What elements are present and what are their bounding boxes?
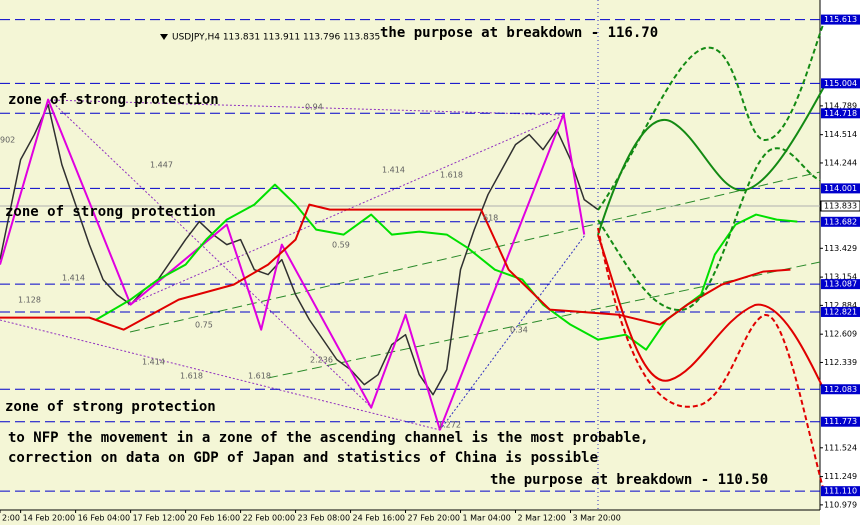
plot bbox=[0, 19, 823, 513]
x-tick-label: 27 Feb 20:00 bbox=[408, 514, 460, 523]
fib-label: 0.59 bbox=[332, 241, 350, 250]
level-label: 114.001 bbox=[824, 184, 857, 193]
level-label-box bbox=[821, 279, 860, 290]
level-label: 115.613 bbox=[824, 15, 857, 24]
level-label: 111.110 bbox=[824, 487, 857, 496]
fib-label: 1.618 bbox=[180, 372, 203, 381]
fib-line bbox=[127, 114, 566, 306]
symbol-marker bbox=[160, 34, 168, 40]
fib-label: 1.272 bbox=[438, 421, 461, 430]
forecast-curve bbox=[597, 147, 821, 312]
fib-label: 1.414 bbox=[142, 358, 165, 367]
fib-line bbox=[439, 234, 586, 431]
level-label: 113.682 bbox=[824, 217, 857, 226]
level-label: 112.083 bbox=[824, 385, 857, 394]
series-line bbox=[0, 103, 599, 396]
channel-line bbox=[129, 171, 821, 333]
last-price-box bbox=[820, 200, 860, 212]
fib-label: 1.128 bbox=[18, 296, 41, 305]
fib-label: 902 bbox=[0, 136, 15, 145]
y-tick-label: 114.514 bbox=[824, 130, 857, 139]
x-tick-label: 24 Feb 16:00 bbox=[353, 514, 405, 523]
series-line bbox=[95, 183, 798, 351]
annotation: zone of strong protection bbox=[5, 399, 216, 415]
level-label-box bbox=[821, 14, 860, 25]
last-price-label: 113.833 bbox=[824, 201, 857, 210]
series-line bbox=[0, 203, 791, 331]
fib-label: 1.618 bbox=[440, 171, 463, 180]
y-tick-label: 111.249 bbox=[824, 472, 857, 481]
fib-label: 1.414 bbox=[62, 274, 85, 283]
fib-line bbox=[0, 319, 441, 431]
x-tick-label: 16 Feb 04:00 bbox=[78, 514, 130, 523]
forecast-curve bbox=[597, 21, 825, 211]
labels: 114.789 114.514 114.244 113.429 113.154 112.8… bbox=[0, 14, 860, 523]
annotation: the purpose at breakdown - 116.70 bbox=[380, 25, 658, 41]
level-label-box bbox=[821, 306, 860, 317]
fib-label: 1.447 bbox=[150, 161, 173, 170]
annotation: zone of strong protection bbox=[5, 204, 216, 220]
annotation: the purpose at breakdown - 110.50 bbox=[490, 472, 768, 488]
level-label-box bbox=[821, 78, 860, 89]
x-tick-label: 22 Feb 00:00 bbox=[243, 514, 295, 523]
x-tick-label: 17 Feb 12:00 bbox=[133, 514, 185, 523]
fib-label: 0.75 bbox=[195, 321, 213, 330]
fib-label: 0.34 bbox=[510, 326, 528, 335]
y-tick-label: 112.609 bbox=[824, 330, 857, 339]
fib-label: 0.94 bbox=[305, 103, 323, 112]
x-tick-label: 1 Mar 04:00 bbox=[463, 514, 511, 523]
fib-label: 1.414 bbox=[382, 166, 405, 175]
forecast-curve bbox=[597, 234, 825, 391]
level-label: 114.718 bbox=[824, 109, 857, 118]
level-label-box bbox=[821, 384, 860, 395]
channel-line bbox=[267, 261, 821, 379]
level-label: 111.773 bbox=[824, 417, 857, 426]
forecast-curve bbox=[597, 84, 826, 236]
fib-label: 1.618 bbox=[248, 372, 271, 381]
annotation: zone of strong protection bbox=[8, 92, 219, 108]
annotation: correction on data on GDP of Japan and s… bbox=[8, 450, 598, 466]
decorations bbox=[0, 0, 821, 510]
x-tick-label: 14 Feb 20:00 bbox=[23, 514, 75, 523]
y-tick-label: 112.339 bbox=[824, 358, 857, 367]
x-tick-label: 2:00 bbox=[2, 514, 20, 523]
fib-label: 2.236 bbox=[310, 356, 333, 365]
level-label-box bbox=[821, 486, 860, 497]
fib-label: 618 bbox=[483, 214, 498, 223]
series-line bbox=[0, 98, 586, 431]
level-label: 115.004 bbox=[824, 79, 857, 88]
level-label-box bbox=[821, 416, 860, 427]
x-tick-label: 3 Mar 20:00 bbox=[572, 514, 620, 523]
fib-line bbox=[49, 99, 566, 116]
y-tick-label: 111.524 bbox=[824, 443, 857, 452]
level-label: 112.821 bbox=[824, 307, 857, 316]
y-tick-label: 110.979 bbox=[824, 500, 857, 509]
x-tick-label: 20 Feb 16:00 bbox=[188, 514, 240, 523]
chart-title: USDJPY,H4 113.831 113.911 113.796 113.83… bbox=[172, 33, 380, 43]
level-label-box bbox=[821, 216, 860, 227]
level-label-box bbox=[821, 183, 860, 194]
annotation: to NFP the movement in a zone of the asc… bbox=[8, 430, 649, 446]
y-tick-label: 113.154 bbox=[824, 273, 857, 282]
forecasts bbox=[597, 21, 826, 493]
x-tick-label: 2 Mar 12:00 bbox=[518, 514, 566, 523]
y-tick-label: 112.884 bbox=[824, 301, 857, 310]
level-label: 113.087 bbox=[824, 280, 857, 289]
level-label-box bbox=[821, 108, 860, 119]
y-tick-label: 114.244 bbox=[824, 158, 857, 167]
y-tick-label: 114.789 bbox=[824, 101, 857, 110]
forecast-curve bbox=[597, 227, 825, 493]
x-tick-label: 23 Feb 08:00 bbox=[298, 514, 350, 523]
y-tick-label: 113.429 bbox=[824, 244, 857, 253]
